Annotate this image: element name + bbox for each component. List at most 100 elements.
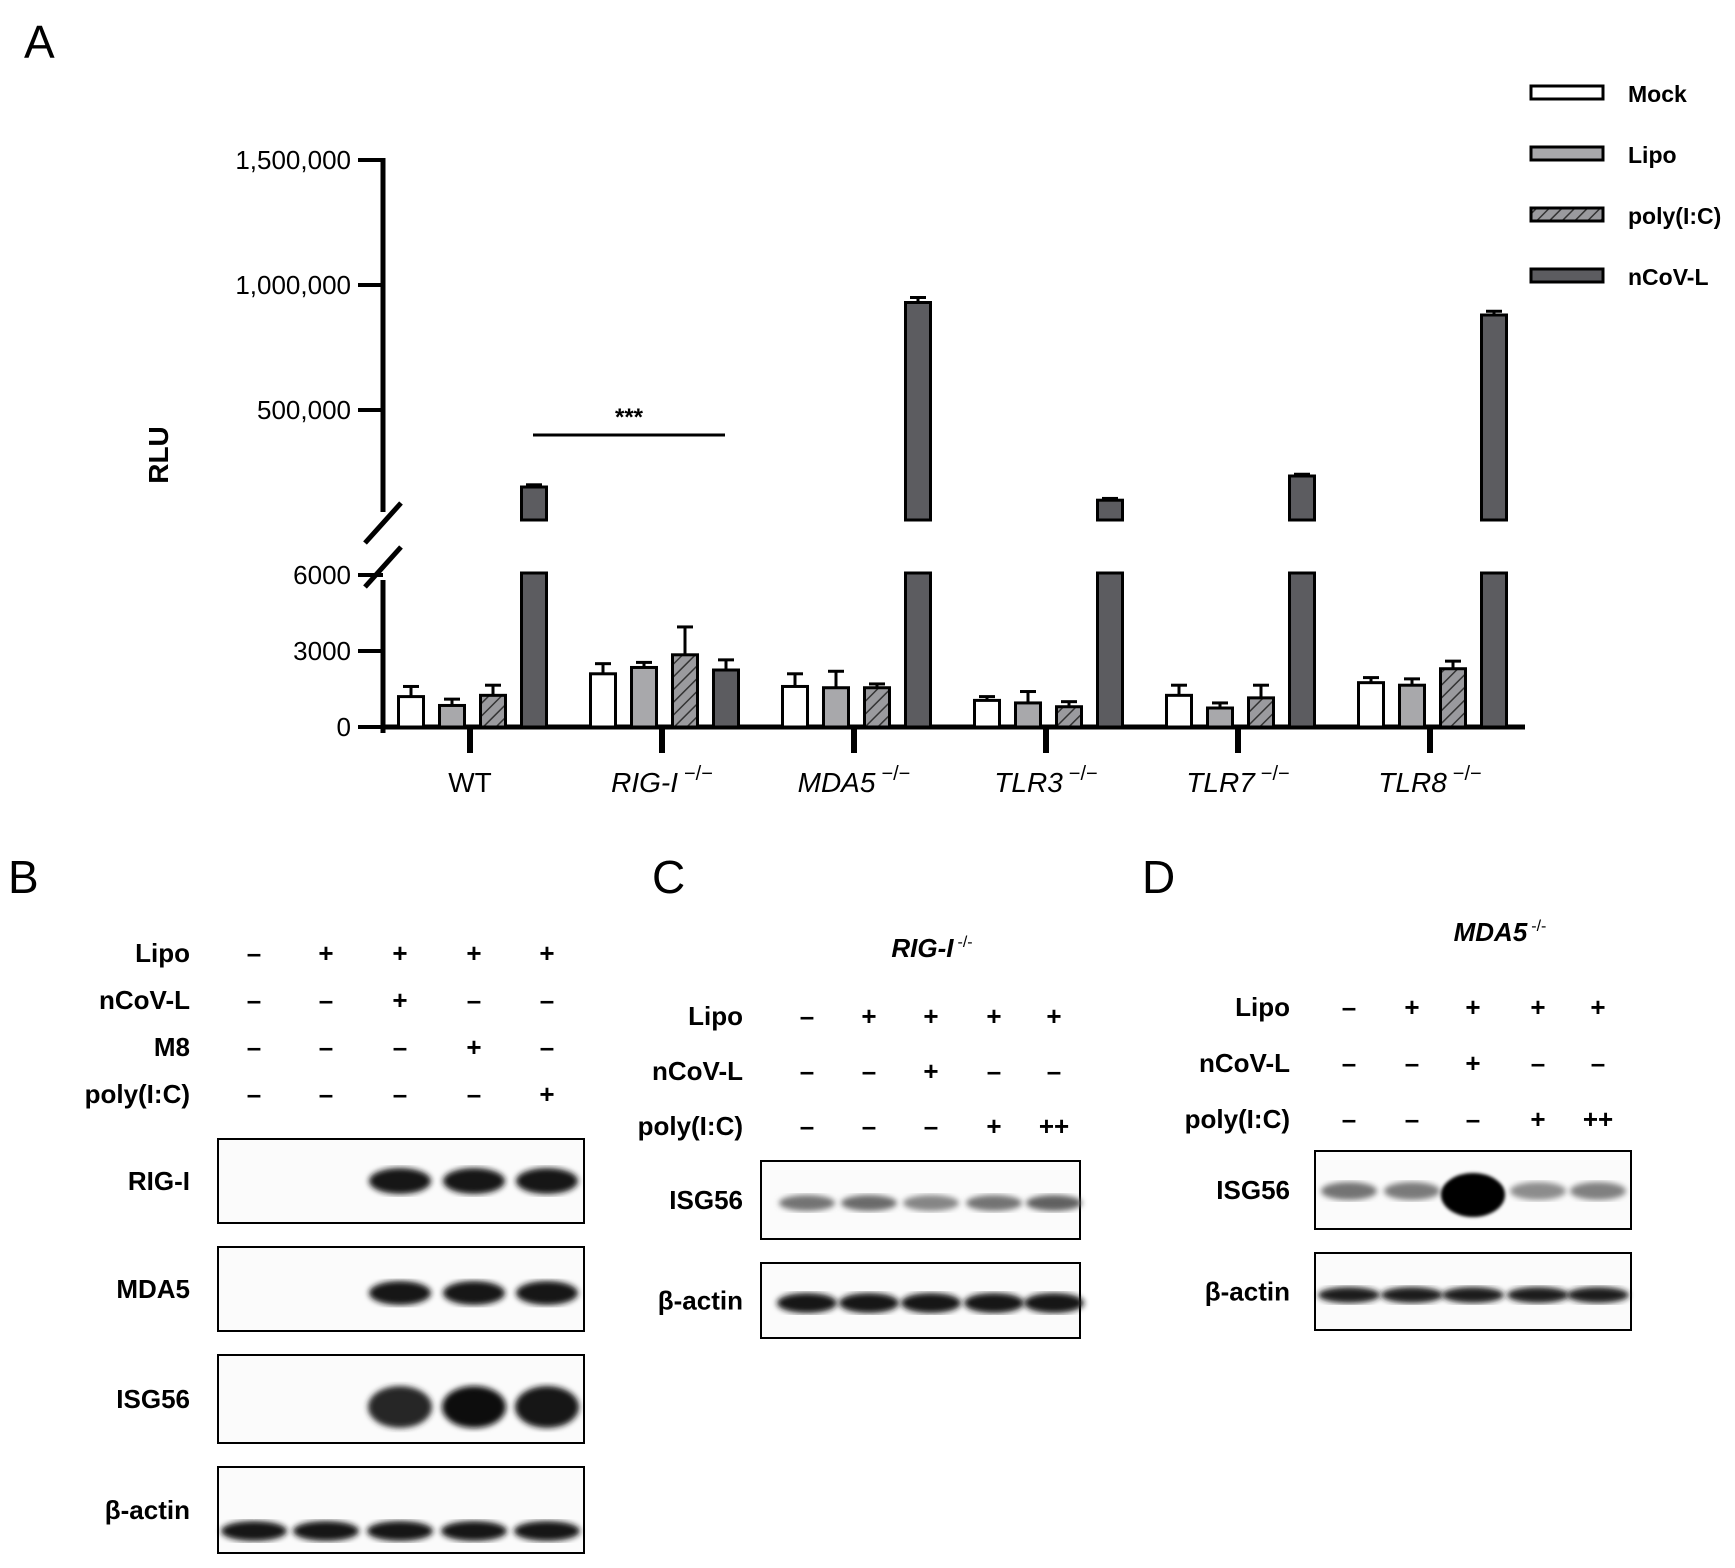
blot-label: β-actin — [105, 1495, 190, 1525]
condition-symbol: + — [392, 938, 407, 968]
bar-Mock — [1165, 693, 1193, 729]
condition-symbol: – — [247, 1032, 261, 1062]
condition-symbol: – — [862, 1111, 876, 1141]
y-tick-label: 1,000,000 — [235, 270, 351, 300]
condition-symbol: – — [1466, 1104, 1480, 1134]
condition-label: poly(I:C) — [85, 1079, 190, 1109]
western-blot-c: RIG-I -/-Lipo – + + + +nCoV-L – – + – –poly(I:C) – – –… — [638, 933, 1084, 1339]
blot-title: RIG-I -/- — [891, 933, 972, 963]
bar-nCoV-L-upper — [904, 301, 932, 522]
blot-label: MDA5 — [116, 1274, 190, 1304]
y-tick-label: 500,000 — [257, 395, 351, 425]
bar-nCoV-L-lower — [520, 571, 548, 729]
band-ISG56 — [841, 1195, 897, 1211]
condition-symbol: – — [467, 985, 481, 1015]
category-name: RIG-I — [611, 767, 678, 798]
condition-symbol: – — [319, 1079, 333, 1109]
condition-label: nCoV-L — [652, 1056, 743, 1086]
condition-symbol: – — [247, 938, 261, 968]
band-β-actin — [1567, 1287, 1629, 1303]
legend-swatch-nCoV-L — [1529, 267, 1605, 284]
panel-label-a: A — [24, 16, 55, 68]
y-tick-label: 3000 — [293, 636, 351, 666]
y-axis-label: RLU — [143, 426, 174, 484]
condition-symbol: – — [800, 1111, 814, 1141]
category-superscript: −/− — [684, 763, 713, 785]
panel-label-c: C — [652, 851, 685, 903]
band-MDA5 — [369, 1281, 431, 1305]
category-superscript: −/− — [1453, 763, 1482, 785]
chart-axes: 0 3000 6000 500,000 1,000,000 1,500,000 — [235, 145, 1525, 753]
x-tick-label: MDA5 −/− — [798, 763, 911, 798]
blot-label: β-actin — [658, 1286, 743, 1316]
condition-symbol: – — [247, 1079, 261, 1109]
category-name: TLR3 — [994, 767, 1063, 798]
blot-title-gene: RIG-I — [891, 933, 954, 963]
bar-nCoV-L-upper — [1480, 313, 1508, 522]
condition-label: nCoV-L — [1199, 1048, 1290, 1078]
legend-label: nCoV-L — [1628, 264, 1709, 290]
bar-Mock — [973, 698, 1001, 729]
condition-symbol: + — [1530, 1104, 1545, 1134]
axis-break-mark — [363, 545, 403, 589]
band-β-actin — [1507, 1287, 1569, 1303]
condition-symbol: + — [539, 1079, 554, 1109]
condition-label: M8 — [154, 1032, 190, 1062]
blot-label: ISG56 — [669, 1185, 743, 1215]
condition-symbol: – — [800, 1056, 814, 1086]
condition-symbol: + — [1404, 992, 1419, 1022]
band-ISG56 — [1026, 1195, 1082, 1211]
band-β-actin — [221, 1521, 287, 1541]
panel-label-d: D — [1142, 851, 1175, 903]
condition-symbol: – — [924, 1111, 938, 1141]
bar-poly(I:C) — [479, 693, 507, 729]
chart-bars — [397, 296, 1508, 729]
bar-poly(I:C) — [863, 686, 891, 729]
bar-poly(I:C) — [1055, 705, 1083, 729]
band-β-actin — [367, 1521, 433, 1541]
condition-label: Lipo — [135, 938, 190, 968]
condition-symbol: – — [1591, 1048, 1605, 1078]
blot-label: β-actin — [1205, 1277, 1290, 1307]
bar-Lipo — [630, 665, 658, 729]
x-tick-label: TLR8 −/− — [1378, 763, 1481, 798]
bar-nCoV-L-lower — [1480, 571, 1508, 729]
condition-symbol: – — [1531, 1048, 1545, 1078]
condition-symbol: – — [319, 1032, 333, 1062]
condition-symbol: + — [1590, 992, 1605, 1022]
western-blot-b: Lipo – + + + + nCoV-L – – + – – M8 – – – + – poly(I:C) – – – –… — [85, 938, 585, 1554]
condition-symbol: – — [1342, 1104, 1356, 1134]
band-ISG56 — [903, 1195, 959, 1211]
legend-label: poly(I:C) — [1628, 203, 1721, 229]
condition-symbol: ++ — [1039, 1111, 1069, 1141]
condition-symbol: + — [1465, 1048, 1480, 1078]
bar-Mock — [781, 684, 809, 729]
bar-nCoV-L-lower — [1288, 571, 1316, 729]
axis-break-mark — [363, 501, 403, 545]
blot-label: ISG56 — [116, 1384, 190, 1414]
band-ISG56 — [442, 1386, 506, 1428]
condition-symbol: – — [1342, 992, 1356, 1022]
band-MDA5 — [443, 1281, 505, 1305]
band-β-actin — [514, 1521, 580, 1541]
condition-symbol: – — [247, 985, 261, 1015]
condition-symbol: + — [986, 1001, 1001, 1031]
condition-symbol: + — [986, 1111, 1001, 1141]
condition-symbol: + — [861, 1001, 876, 1031]
category-name: TLR8 — [1378, 767, 1447, 798]
band-RIG-I — [443, 1168, 505, 1194]
band-ISG56 — [966, 1195, 1022, 1211]
x-tick-label: TLR7 −/− — [1186, 763, 1289, 798]
condition-label: nCoV-L — [99, 985, 190, 1015]
category-name: TLR7 — [1186, 767, 1256, 798]
condition-symbol: + — [1046, 1001, 1061, 1031]
band-ISG56 — [515, 1386, 579, 1428]
panel-label-b: B — [8, 851, 39, 903]
legend-swatch-Mock — [1529, 84, 1605, 101]
bar-Lipo — [1014, 701, 1042, 729]
blot-title-gene: MDA5 — [1454, 917, 1528, 947]
condition-label: poly(I:C) — [1185, 1104, 1290, 1134]
condition-label: Lipo — [688, 1001, 743, 1031]
bar-nCoV-L — [712, 668, 740, 729]
band-β-actin — [1024, 1293, 1084, 1313]
